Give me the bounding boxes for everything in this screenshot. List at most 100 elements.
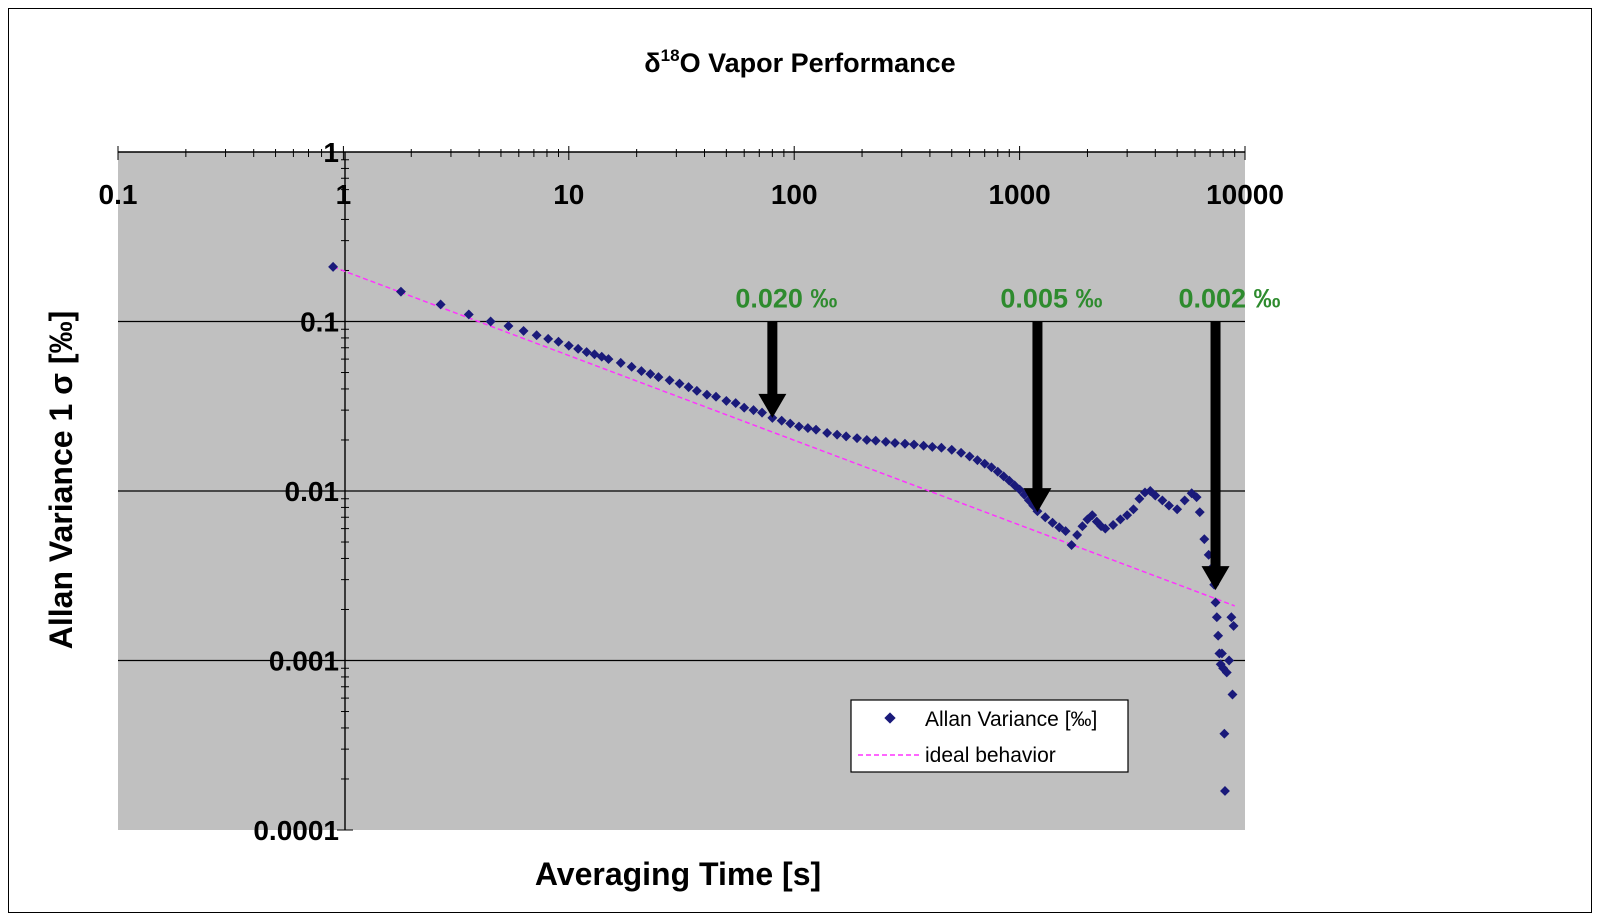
data-point [664, 375, 675, 386]
data-point [870, 435, 881, 446]
annotations: 0.020 ‰ 0.005 ‰ 0.002 ‰ [735, 284, 1281, 591]
chart-title: δ18O Vapor Performance [644, 46, 955, 78]
data-point [1210, 597, 1221, 608]
data-point [1199, 534, 1210, 545]
data-point [776, 415, 787, 426]
legend-label-ideal: ideal behavior [925, 744, 1056, 767]
data-point [1122, 510, 1133, 521]
data-point [927, 441, 938, 452]
data-point [757, 407, 767, 418]
x-tick-label: 100 [771, 179, 818, 210]
data-point [992, 466, 1003, 477]
data-point [1128, 504, 1139, 515]
x-axis-label: Averaging Time [s] [535, 856, 821, 892]
data-point [1072, 530, 1083, 540]
data-point [1226, 612, 1237, 623]
data-point [435, 299, 446, 310]
x-tick-labels: 0.1 1 10 100 1000 10000 [99, 179, 1284, 210]
annotation-arrow-head [758, 393, 787, 418]
data-point [463, 309, 474, 320]
data-point [1194, 507, 1205, 518]
data-point [964, 451, 975, 462]
data-point [1224, 655, 1235, 666]
data-points [328, 261, 1239, 796]
data-point [1220, 785, 1230, 796]
data-point [832, 429, 843, 440]
annotation-arrow-shaft [1032, 321, 1043, 491]
annotation-arrow-head [1023, 488, 1052, 513]
data-point [841, 431, 852, 442]
data-point [1157, 495, 1168, 506]
x-tick-label: 1000 [988, 179, 1050, 210]
data-point [861, 435, 872, 445]
y-axis-label: Allan Variance 1 σ [‰] [43, 311, 79, 649]
data-point [811, 424, 821, 435]
data-point [581, 347, 592, 358]
data-point [1004, 475, 1015, 486]
data-point [615, 357, 626, 368]
data-point [1172, 504, 1183, 515]
data-point [653, 372, 664, 383]
data-point [1047, 517, 1058, 528]
data-point [979, 458, 990, 469]
data-point [900, 438, 910, 449]
data-point [1060, 526, 1071, 537]
data-point [1164, 500, 1174, 511]
data-point [730, 398, 741, 409]
data-point [802, 423, 813, 434]
legend-box [850, 699, 1129, 773]
data-point [1216, 648, 1227, 659]
data-point [880, 436, 891, 447]
data-point [909, 439, 919, 450]
annotation-arrow-shaft [1210, 321, 1221, 569]
data-point [1213, 630, 1224, 641]
data-point [1108, 520, 1119, 530]
y-tick-label: 0.001 [269, 646, 339, 677]
data-point [986, 462, 997, 473]
data-point [1211, 612, 1222, 623]
annotation-label: 0.002 ‰ [1178, 284, 1280, 314]
data-point [645, 369, 656, 379]
data-point [936, 442, 947, 453]
chart-title-prefix: δ [644, 48, 660, 78]
data-point [691, 385, 702, 396]
data-point [890, 438, 900, 448]
data-point [739, 402, 750, 413]
y-tick-label: 0.0001 [253, 815, 339, 846]
data-point [946, 444, 957, 455]
legend-marker-allan [884, 712, 896, 724]
ideal-behavior-line [332, 266, 1235, 607]
data-point [1191, 492, 1202, 503]
data-point [531, 330, 542, 341]
data-point [1227, 689, 1238, 700]
x-tick-label: 10 [553, 179, 584, 210]
data-point [1077, 521, 1088, 532]
data-point [822, 428, 833, 438]
annotation-arrow-shaft [767, 321, 778, 396]
data-point [573, 343, 584, 354]
annotation-label: 0.005 ‰ [1000, 284, 1102, 314]
data-point [1219, 728, 1230, 739]
data-point [485, 316, 496, 327]
axes [117, 146, 1246, 831]
data-point [918, 440, 929, 451]
y-tick-label: 0.1 [300, 307, 339, 338]
data-point [748, 405, 759, 416]
legend: Allan Variance [‰] ideal behavior [850, 699, 1129, 773]
data-point [543, 333, 554, 344]
data-point [1150, 490, 1161, 501]
x-tick-label: 10000 [1206, 179, 1284, 210]
y-tick-label: 0.01 [285, 476, 340, 507]
gridlines [118, 320, 1245, 662]
annotation-label: 0.020 ‰ [735, 284, 837, 314]
data-point [852, 433, 862, 444]
data-point [1179, 495, 1190, 506]
ideal-line-layer [332, 266, 1235, 607]
data-point [1228, 620, 1239, 631]
x-tick-label: 1 [336, 179, 352, 210]
data-point [503, 321, 514, 332]
data-point [1066, 540, 1077, 550]
data-point [701, 389, 712, 400]
data-point [636, 366, 647, 377]
